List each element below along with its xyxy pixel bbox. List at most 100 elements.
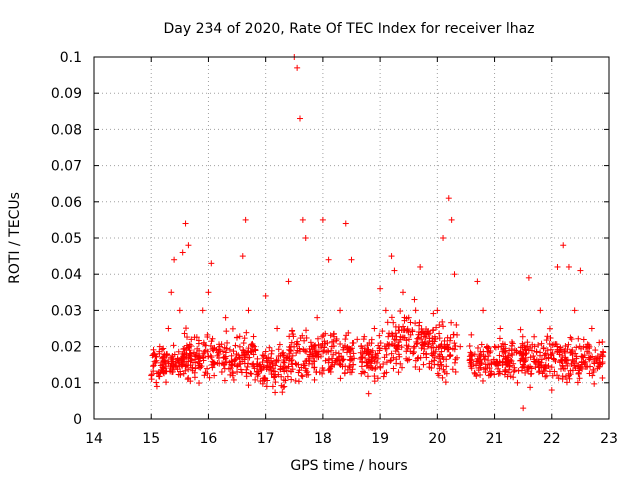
data-point — [184, 334, 191, 341]
x-tick-label: 16 — [200, 431, 218, 447]
data-point — [524, 364, 531, 371]
data-point — [474, 344, 481, 351]
data-point — [579, 353, 586, 360]
data-point — [232, 342, 239, 349]
data-point — [557, 344, 564, 351]
data-point — [209, 364, 216, 371]
data-point — [262, 348, 269, 355]
data-point — [169, 361, 176, 368]
data-point — [439, 353, 446, 360]
data-point — [170, 342, 177, 349]
data-point — [467, 349, 474, 356]
data-point — [527, 371, 534, 378]
data-point — [429, 338, 436, 345]
data-point — [192, 359, 199, 366]
data-point — [297, 115, 303, 122]
data-point — [436, 321, 443, 328]
data-point — [325, 256, 332, 263]
data-point — [490, 356, 497, 363]
data-point — [223, 328, 230, 335]
data-point — [535, 369, 542, 376]
data-point — [488, 368, 495, 375]
data-point — [254, 368, 261, 375]
data-point — [224, 339, 231, 346]
data-point — [424, 343, 431, 350]
data-point — [211, 345, 218, 352]
data-point — [557, 356, 564, 363]
data-point — [177, 368, 184, 375]
data-point — [548, 387, 555, 394]
data-point — [576, 375, 583, 382]
data-point — [155, 373, 162, 380]
data-point — [247, 370, 254, 377]
data-point — [547, 351, 554, 358]
data-point — [302, 235, 309, 241]
data-point — [599, 374, 606, 381]
data-point — [453, 321, 460, 328]
data-point — [599, 348, 606, 355]
data-point — [276, 341, 283, 348]
data-point — [188, 357, 195, 364]
data-point — [478, 360, 485, 367]
data-point — [435, 353, 442, 360]
data-point — [248, 370, 255, 377]
data-points — [148, 54, 607, 412]
data-point — [522, 369, 529, 376]
data-point — [538, 340, 545, 347]
data-point — [159, 354, 166, 361]
data-point — [477, 371, 484, 378]
data-point — [578, 345, 585, 352]
data-point — [313, 368, 320, 375]
data-point — [312, 350, 319, 357]
data-point — [207, 342, 214, 349]
data-point — [324, 339, 331, 346]
data-point — [180, 354, 187, 361]
data-point — [496, 335, 503, 342]
data-point — [237, 360, 244, 367]
data-point — [486, 349, 493, 356]
data-point — [221, 344, 228, 351]
data-point — [395, 327, 402, 334]
data-point — [301, 362, 308, 369]
data-point — [299, 216, 306, 223]
data-point — [301, 337, 308, 344]
data-point — [520, 405, 527, 412]
data-point — [405, 314, 412, 321]
data-point — [407, 331, 414, 338]
data-point — [583, 363, 590, 370]
data-point — [368, 340, 375, 347]
data-point — [200, 354, 207, 361]
data-point — [409, 350, 416, 357]
data-point — [579, 365, 586, 372]
data-point — [590, 367, 597, 374]
data-point — [451, 340, 458, 347]
data-point — [369, 353, 376, 360]
data-point — [447, 334, 454, 341]
data-point — [480, 307, 487, 314]
data-point — [244, 363, 251, 370]
data-point — [445, 195, 452, 202]
data-point — [439, 374, 446, 381]
data-point — [452, 368, 459, 375]
data-point — [228, 352, 235, 359]
data-point — [345, 329, 352, 336]
data-point — [180, 353, 187, 360]
data-point — [314, 314, 321, 321]
data-point — [559, 352, 566, 359]
data-point — [237, 366, 244, 373]
data-point — [510, 374, 517, 381]
data-point — [181, 349, 188, 356]
data-point — [405, 336, 412, 343]
data-point — [562, 374, 569, 381]
data-point — [250, 333, 257, 340]
data-point — [547, 335, 554, 342]
data-point — [169, 369, 176, 376]
data-point — [439, 318, 446, 325]
data-point — [506, 347, 513, 354]
data-point — [547, 346, 554, 353]
data-point — [168, 289, 175, 296]
data-point — [347, 369, 354, 376]
data-point — [374, 375, 381, 382]
data-point — [565, 370, 572, 377]
